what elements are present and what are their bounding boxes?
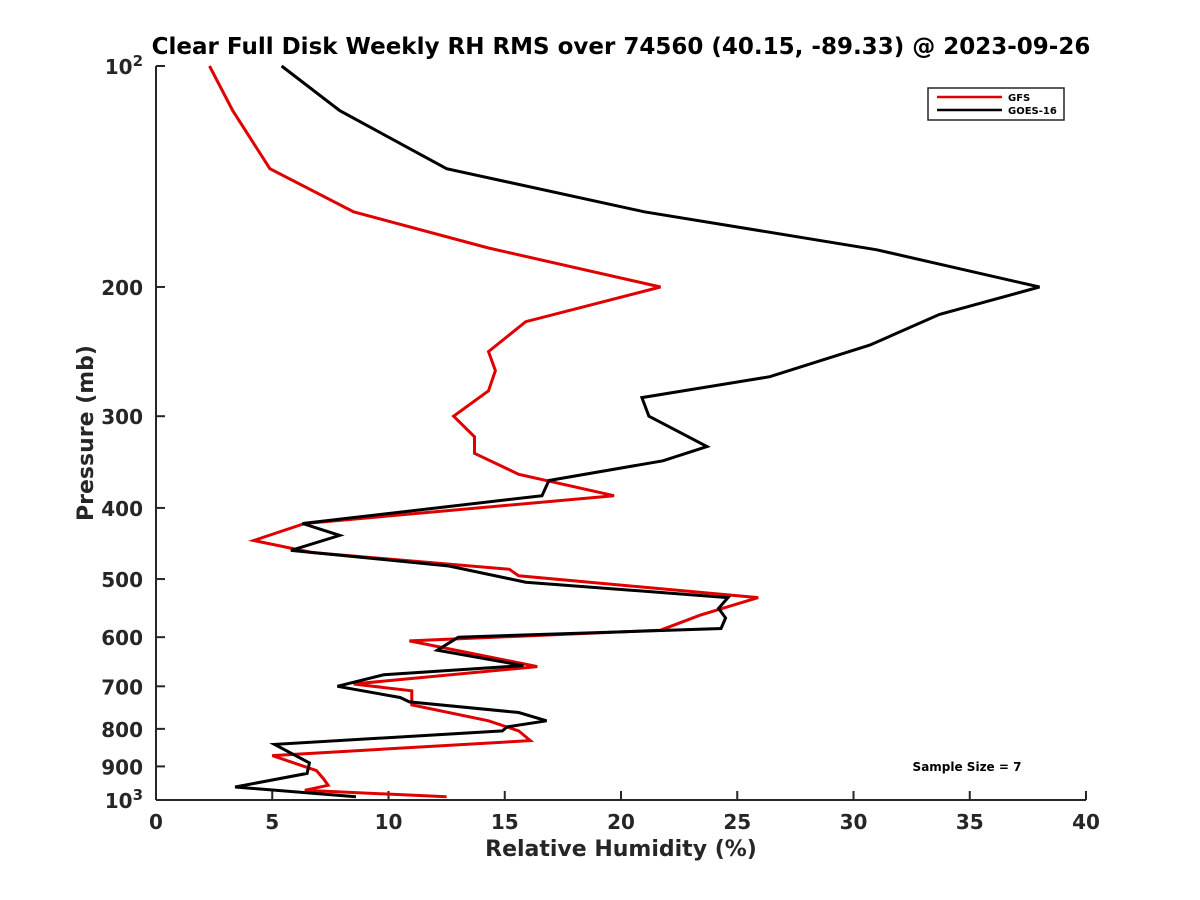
y-tick-label: 500	[101, 568, 143, 592]
legend-label-gfs: GFS	[1008, 93, 1030, 104]
y-tick-label: 700	[101, 675, 143, 699]
legend-box	[927, 87, 1065, 121]
x-tick-label: 0	[149, 810, 163, 834]
legend: GFS GOES-16	[927, 87, 1065, 121]
y-tick-label: 300	[101, 405, 143, 429]
x-tick-label: 20	[607, 810, 635, 834]
x-tick-label: 25	[723, 810, 751, 834]
y-tick-label: 800	[101, 718, 143, 742]
x-tick-label: 40	[1072, 810, 1100, 834]
y-tick-label: 600	[101, 626, 143, 650]
sample-size-annotation: Sample Size = 7	[913, 760, 1022, 774]
x-tick-label: 5	[265, 810, 279, 834]
legend-label-goes-16: GOES-16	[1008, 106, 1057, 117]
x-tick-label: 30	[840, 810, 868, 834]
y-tick-label: 400	[101, 497, 143, 521]
plot-area: 0 5 10 15 20 25 30 35 40 10220030040050060070080…	[101, 52, 1100, 834]
x-tick-label: 10	[375, 810, 403, 834]
y-tick-label: 200	[101, 276, 143, 300]
series-line-goes-16	[234, 64, 1040, 799]
x-tick-label: 15	[491, 810, 519, 834]
series-line-gfs	[208, 65, 759, 799]
y-tick-label: 900	[101, 755, 143, 779]
y-axis-title: Pressure (mb)	[74, 345, 99, 521]
x-axis-title: Relative Humidity (%)	[485, 837, 757, 862]
chart-title: Clear Full Disk Weekly RH RMS over 74560…	[152, 34, 1091, 60]
series-lines	[208, 64, 1040, 799]
x-tick-label: 35	[956, 810, 984, 834]
x-axis-ticks: 0 5 10 15 20 25 30 35 40	[149, 791, 1100, 834]
